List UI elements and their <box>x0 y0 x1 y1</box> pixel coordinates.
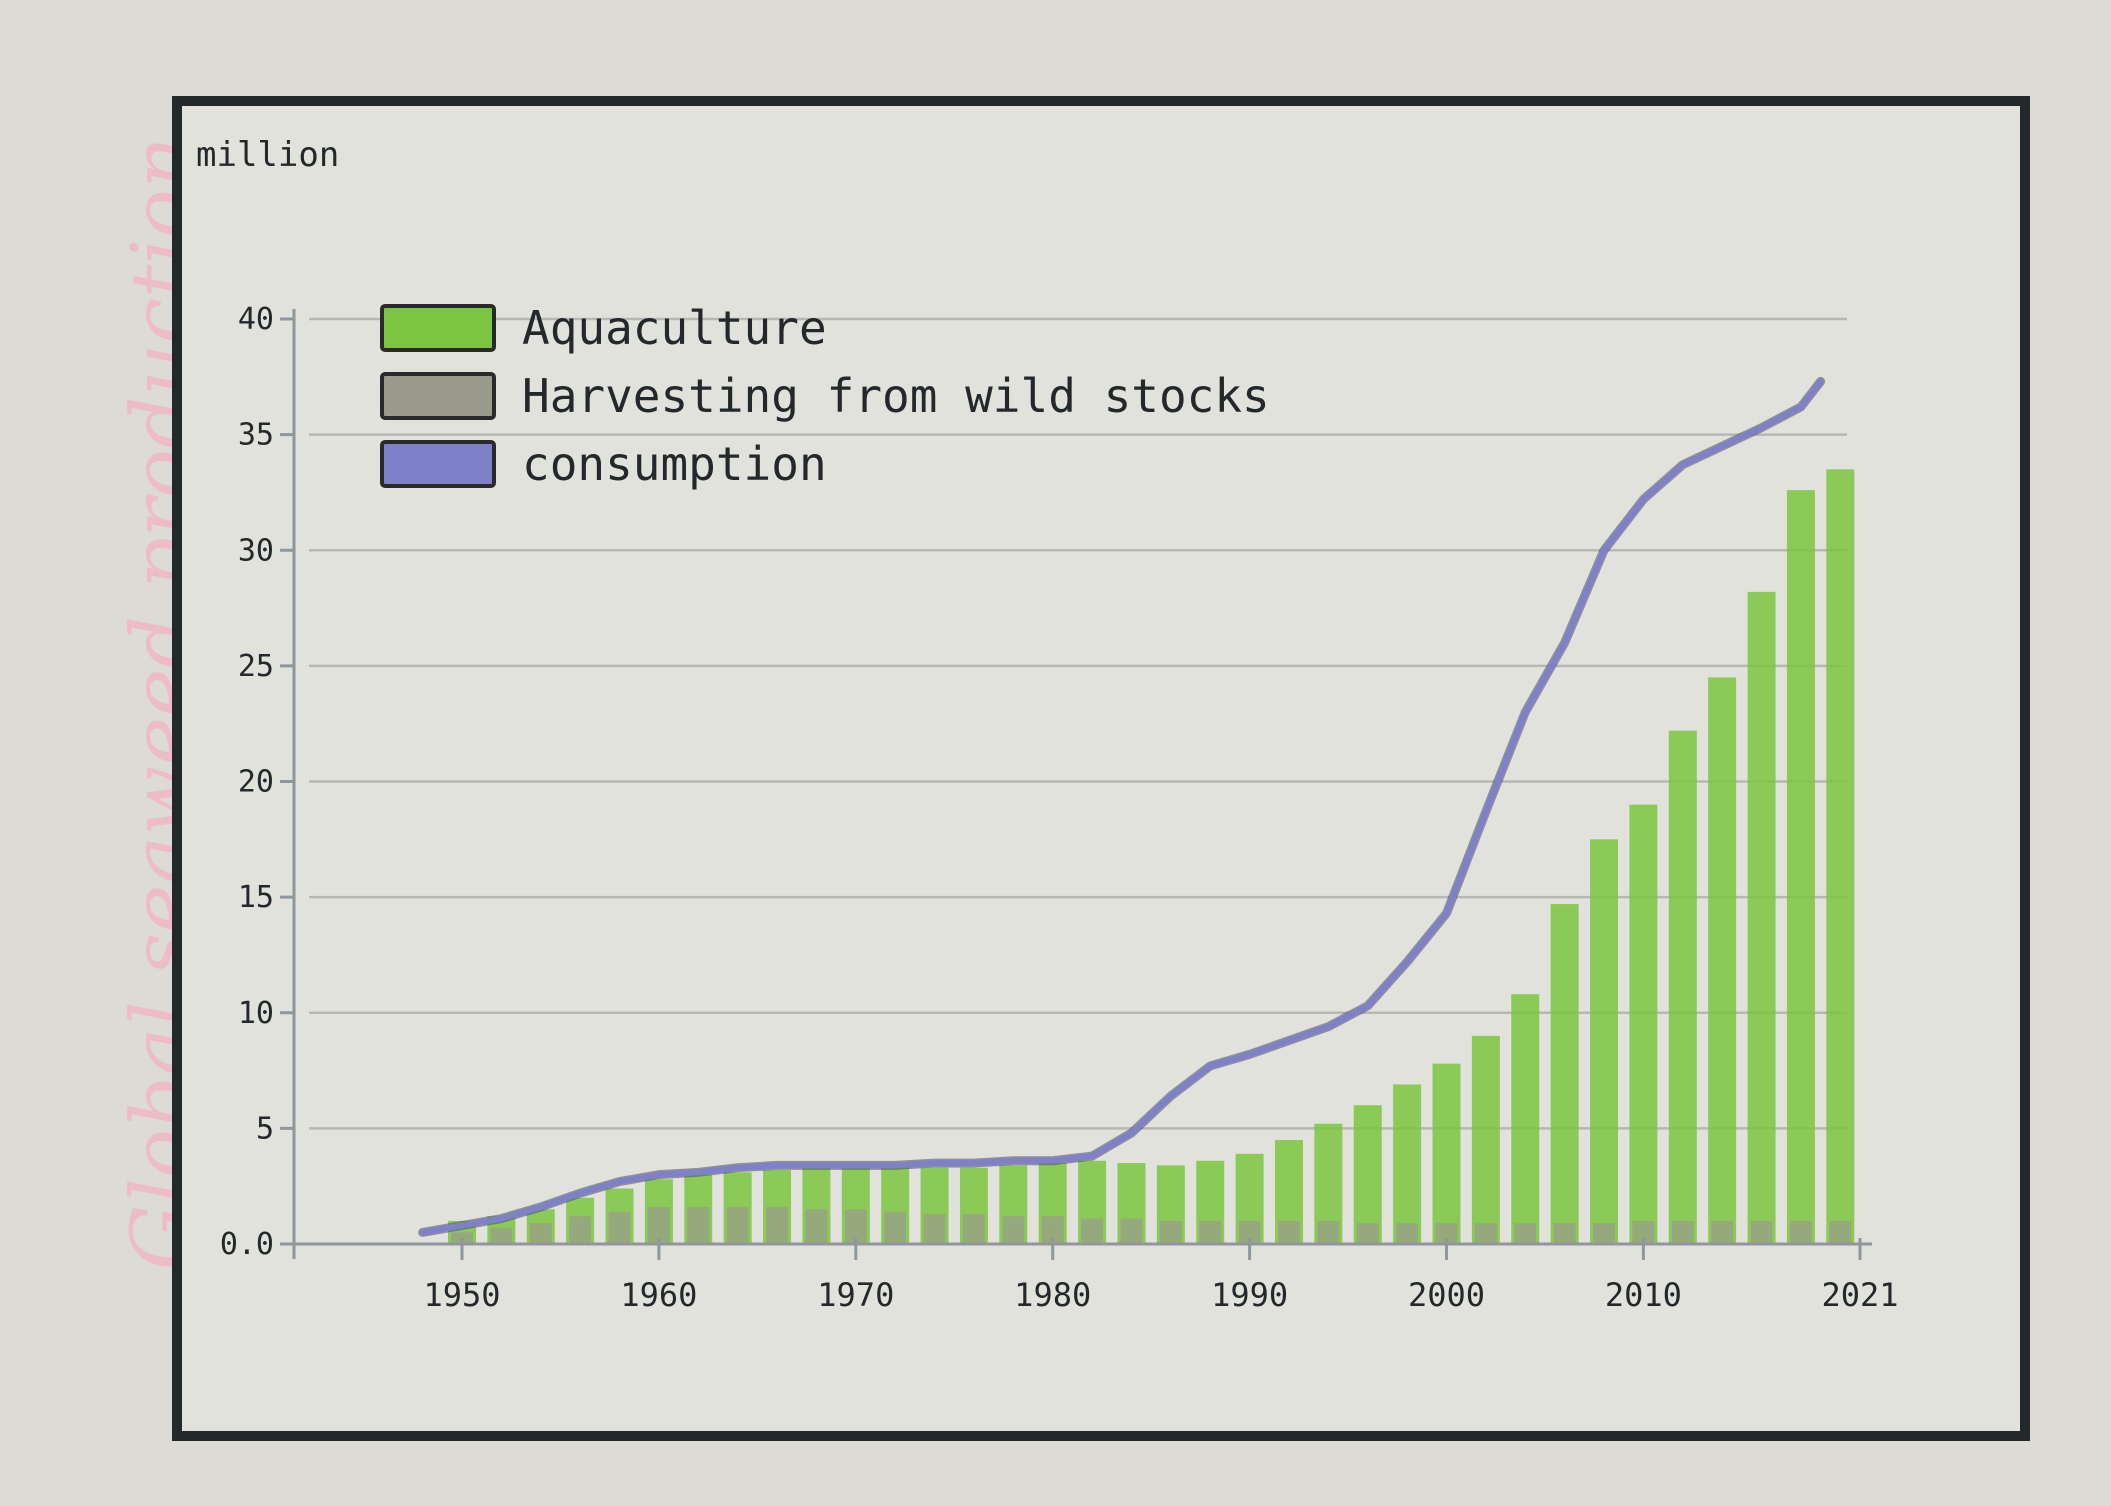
x-tick-label: 1960 <box>620 1276 697 1314</box>
wild-stocks-bar <box>687 1207 710 1244</box>
aquaculture-bar <box>1786 490 1815 1244</box>
wild-stocks-bar <box>1120 1218 1143 1244</box>
y-tick-label: 20 <box>238 765 274 800</box>
consumption-line-group <box>418 376 1826 1237</box>
legend-swatch-consumption <box>380 440 496 488</box>
wild-stocks-bar <box>962 1213 985 1244</box>
wild-stocks-bar <box>766 1207 789 1244</box>
aquaculture-bar <box>1550 904 1579 1244</box>
aquaculture-bar <box>1747 591 1776 1244</box>
aquaculture-bar <box>1393 1084 1422 1244</box>
wild-stocks-bar <box>1081 1218 1104 1244</box>
x-tick-label: 2000 <box>1408 1276 1485 1314</box>
x-tick-label: 1990 <box>1211 1276 1288 1314</box>
wild-stocks-bar <box>647 1207 670 1244</box>
legend: Aquaculture Harvesting from wild stocks co… <box>380 301 1270 491</box>
legend-label-consumption: consumption <box>522 437 827 491</box>
chart-frame: million 0.0 5 10 15 20 25 30 35 40 1950 1960 1970 19… <box>172 96 2030 1441</box>
x-tick-label: 2021 <box>1821 1276 1898 1314</box>
wild-stocks-bar <box>1593 1223 1616 1244</box>
aquaculture-bar <box>1590 839 1619 1244</box>
y-tick-label: 5 <box>256 1111 274 1146</box>
wild-stocks-bar <box>1199 1220 1222 1244</box>
wild-stocks-bar <box>844 1209 867 1244</box>
wild-stocks-bar <box>1711 1220 1734 1244</box>
wild-stocks-bar <box>1041 1216 1064 1244</box>
wild-stocks-bar <box>1829 1220 1852 1244</box>
y-tick-label: 0.0 <box>220 1227 274 1262</box>
aquaculture-bar <box>1353 1105 1382 1244</box>
wild-stocks-bar <box>1435 1223 1458 1244</box>
y-tick-label: 40 <box>238 302 274 337</box>
wild-stocks-bar <box>1002 1216 1025 1244</box>
chart-canvas: million 0.0 5 10 15 20 25 30 35 40 1950 1960 1970 19… <box>196 135 1899 1314</box>
wild-stocks-bar <box>1356 1223 1379 1244</box>
wild-stocks-bar <box>1750 1220 1773 1244</box>
wild-stocks-bar <box>726 1207 749 1244</box>
x-tick-label: 2010 <box>1605 1276 1682 1314</box>
wild-stocks-bar <box>1671 1220 1694 1244</box>
wild-stocks-bar <box>529 1223 552 1244</box>
wild-stocks-bar <box>923 1213 946 1244</box>
y-unit-label: million <box>196 135 339 175</box>
wild-stocks-bar <box>490 1227 513 1244</box>
legend-swatch-aquaculture <box>380 304 496 352</box>
bar-group <box>448 469 1855 1244</box>
x-tick-label: 1980 <box>1014 1276 1091 1314</box>
wild-stocks-bar <box>1396 1223 1419 1244</box>
y-tick-label: 25 <box>238 649 274 684</box>
wild-stocks-bar <box>805 1209 828 1244</box>
grid-lines <box>309 317 1847 1130</box>
aquaculture-bar <box>1826 469 1855 1244</box>
wild-stocks-bar <box>569 1216 592 1244</box>
wild-stocks-bar <box>1238 1220 1261 1244</box>
legend-label-wild: Harvesting from wild stocks <box>522 369 1270 423</box>
consumption-line <box>419 378 1824 1236</box>
wild-stocks-bar <box>1553 1223 1576 1244</box>
aquaculture-bar <box>1471 1035 1500 1244</box>
y-tick-label: 30 <box>238 533 274 568</box>
x-tick-label: 1950 <box>423 1276 500 1314</box>
wild-stocks-bar <box>1632 1220 1655 1244</box>
wild-stocks-bar <box>1277 1220 1300 1244</box>
legend-label-aquaculture: Aquaculture <box>522 301 827 355</box>
wild-stocks-bar <box>1514 1223 1537 1244</box>
aquaculture-bar <box>1708 677 1737 1244</box>
y-tick-label: 15 <box>238 880 274 915</box>
aquaculture-bar <box>1668 730 1697 1244</box>
wild-stocks-bar <box>1789 1220 1812 1244</box>
axes: 0.0 5 10 15 20 25 30 35 40 1950 1960 1970 1980 1990 20… <box>220 302 1899 1314</box>
wild-stocks-bar <box>1317 1220 1340 1244</box>
x-tick-label: 1970 <box>817 1276 894 1314</box>
y-tick-label: 10 <box>238 996 274 1031</box>
aquaculture-bar <box>1629 804 1658 1244</box>
aquaculture-bar <box>1432 1063 1461 1244</box>
aquaculture-bar <box>1511 994 1540 1244</box>
legend-swatch-wild <box>380 372 496 420</box>
wild-stocks-bar <box>1159 1220 1182 1244</box>
wild-stocks-bar <box>1474 1223 1497 1244</box>
wild-stocks-bar <box>884 1211 907 1244</box>
wild-stocks-bar <box>608 1211 631 1244</box>
y-tick-label: 35 <box>238 418 274 453</box>
